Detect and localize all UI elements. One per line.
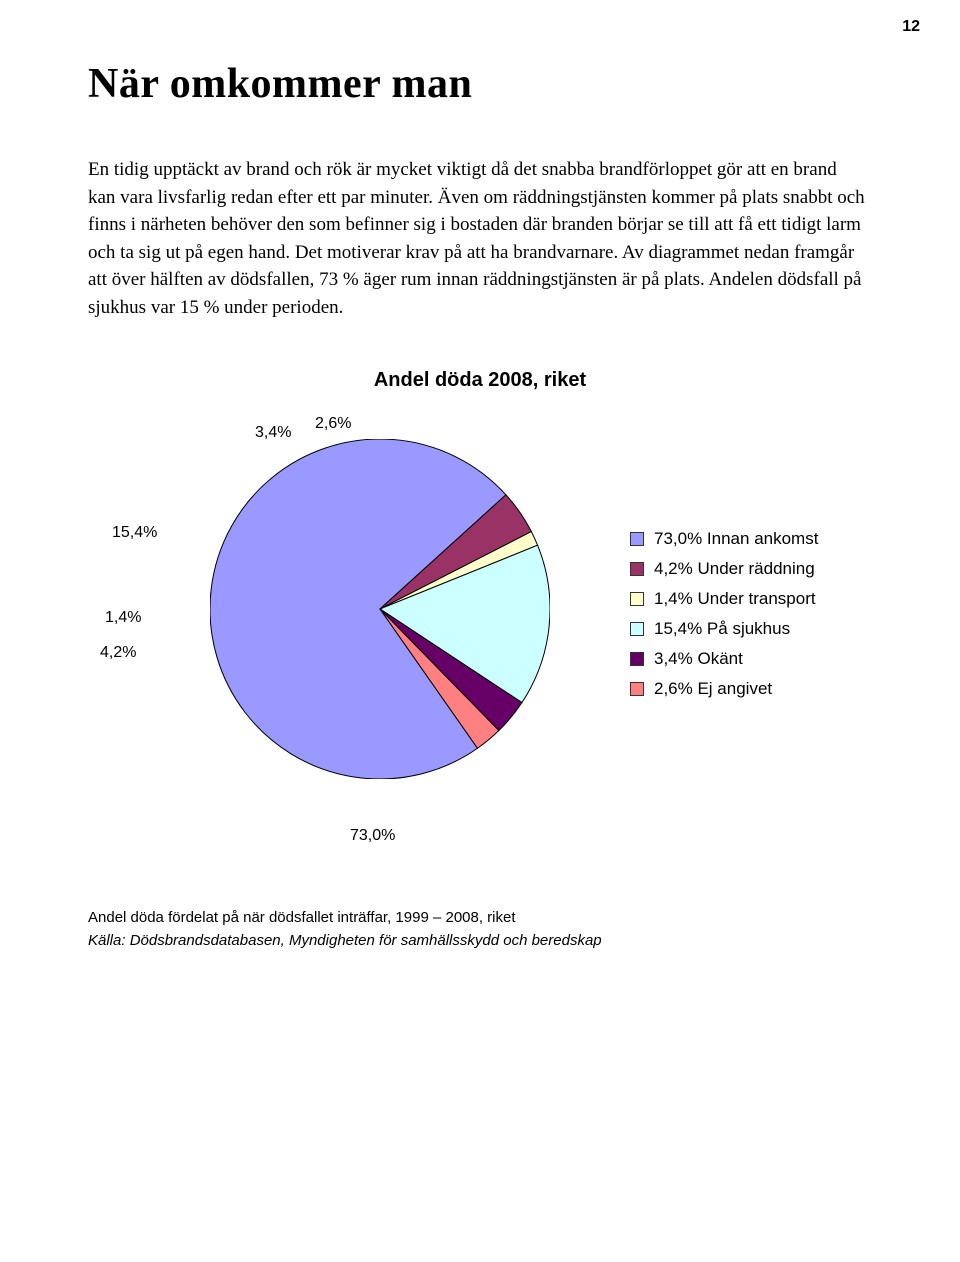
- legend-swatch: [630, 652, 644, 666]
- pie-slice-label: 4,2%: [100, 644, 136, 662]
- pie-slice-label: 1,4%: [105, 609, 141, 627]
- legend-swatch: [630, 682, 644, 696]
- legend-label: 73,0% Innan ankomst: [654, 529, 818, 549]
- pie-slice-label: 2,6%: [315, 415, 351, 433]
- page-heading: När omkommer man: [88, 60, 872, 108]
- pie-chart-container: Andel döda 2008, riket 73,0% 4,2% 1,4% 15,4…: [90, 369, 870, 859]
- pie-area: 73,0% 4,2% 1,4% 15,4% 3,4% 2,6%: [90, 409, 610, 849]
- legend-item: 2,6% Ej angivet: [630, 679, 870, 699]
- pie-chart-svg: [210, 439, 550, 779]
- legend-label: 3,4% Okänt: [654, 649, 743, 669]
- legend-item: 3,4% Okänt: [630, 649, 870, 669]
- legend-swatch: [630, 532, 644, 546]
- legend-label: 15,4% På sjukhus: [654, 619, 790, 639]
- legend-item: 4,2% Under räddning: [630, 559, 870, 579]
- legend-item: 73,0% Innan ankomst: [630, 529, 870, 549]
- caption-source: Källa: Dödsbrandsdatabasen, Myndigheten …: [88, 930, 872, 953]
- chart-caption: Andel döda fördelat på när dödsfallet in…: [88, 907, 872, 952]
- legend-item: 1,4% Under transport: [630, 589, 870, 609]
- legend-label: 2,6% Ej angivet: [654, 679, 772, 699]
- legend-swatch: [630, 562, 644, 576]
- document-page: 12 När omkommer man En tidig upptäckt av…: [0, 0, 960, 1012]
- legend-swatch: [630, 592, 644, 606]
- pie-slice-label: 15,4%: [112, 524, 157, 542]
- legend-item: 15,4% På sjukhus: [630, 619, 870, 639]
- chart-legend: 73,0% Innan ankomst 4,2% Under räddning 1,…: [630, 529, 870, 709]
- body-paragraph: En tidig upptäckt av brand och rök är my…: [88, 156, 868, 321]
- caption-line-1: Andel döda fördelat på när dödsfallet in…: [88, 907, 872, 930]
- legend-label: 1,4% Under transport: [654, 589, 816, 609]
- pie-slice-label: 73,0%: [350, 827, 395, 845]
- legend-swatch: [630, 622, 644, 636]
- chart-title: Andel döda 2008, riket: [90, 369, 870, 392]
- page-number: 12: [902, 18, 920, 36]
- legend-label: 4,2% Under räddning: [654, 559, 815, 579]
- pie-slice-label: 3,4%: [255, 424, 291, 442]
